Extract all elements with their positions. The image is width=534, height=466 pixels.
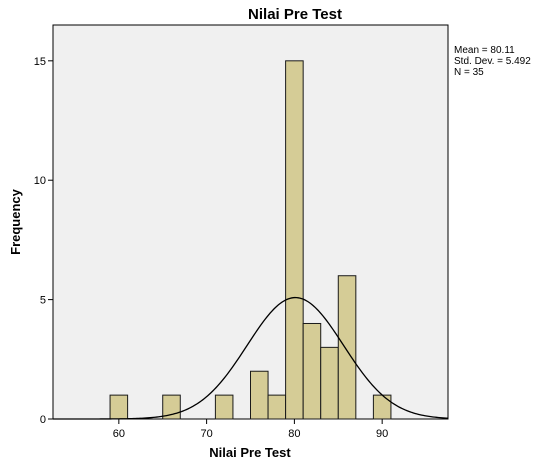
x-axis-label: Nilai Pre Test <box>209 445 291 460</box>
stat-mean: Mean = 80.11 <box>454 45 515 56</box>
axes-layer: 0 5 10 15 60 70 80 90 <box>34 56 389 440</box>
histogram-bar <box>250 370 269 420</box>
y-tick-label: 10 <box>34 175 46 187</box>
histogram-bar <box>285 60 304 420</box>
histogram-bar <box>109 394 129 420</box>
plot-area <box>52 24 449 420</box>
stats-box: Mean = 80.11 Std. Dev. = 5.492 N = 35 <box>454 45 531 78</box>
histogram-bar <box>320 346 339 420</box>
x-tick-label: 70 <box>200 428 212 440</box>
chart-title: Nilai Pre Test <box>248 6 342 23</box>
y-tick-label: 15 <box>34 56 46 68</box>
histogram-bar <box>372 394 392 420</box>
normal-curve <box>53 296 449 420</box>
histogram-bar <box>267 394 287 420</box>
stat-n: N = 35 <box>454 67 484 78</box>
histogram-bar <box>337 275 357 420</box>
x-tick-label: 60 <box>113 428 125 440</box>
y-tick-label: 0 <box>40 414 46 426</box>
y-axis-label: Frequency <box>8 188 23 255</box>
y-tick-label: 5 <box>40 295 46 307</box>
histogram-bar <box>214 394 234 420</box>
histogram-bar <box>302 322 322 420</box>
bars-layer <box>109 60 392 420</box>
stat-std-dev: Std. Dev. = 5.492 <box>454 56 531 67</box>
x-tick-label: 80 <box>288 428 300 440</box>
x-tick-label: 90 <box>376 428 388 440</box>
